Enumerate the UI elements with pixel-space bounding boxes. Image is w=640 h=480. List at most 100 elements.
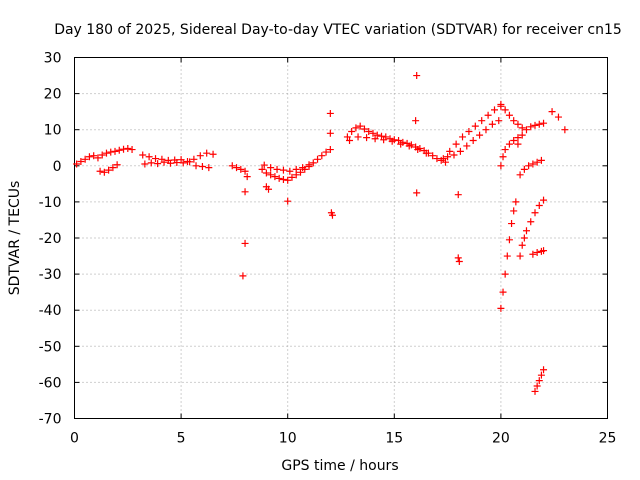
data-point — [128, 146, 136, 154]
data-point — [346, 137, 354, 145]
y-tick-label: -10 — [39, 195, 62, 211]
data-point — [499, 288, 507, 296]
data-point — [535, 202, 543, 210]
series-outliers-16h — [412, 72, 421, 197]
data-point — [533, 382, 541, 390]
data-point — [537, 371, 545, 379]
data-point — [354, 133, 362, 141]
data-point — [501, 146, 509, 154]
data-point — [471, 122, 479, 130]
series-outliers-18h — [454, 191, 463, 265]
data-point — [495, 117, 503, 125]
data-point — [510, 137, 518, 145]
y-tick-label: -40 — [39, 303, 62, 319]
data-point — [328, 211, 336, 219]
data-point — [505, 111, 513, 119]
series-around-8h — [228, 162, 251, 181]
series-dip-1 — [96, 161, 121, 176]
data-point — [463, 142, 471, 150]
data-point — [203, 149, 211, 157]
data-point — [267, 171, 275, 179]
data-point — [284, 197, 292, 205]
data-point — [518, 124, 526, 132]
data-point — [395, 137, 403, 145]
data-point — [373, 131, 381, 139]
data-point — [343, 133, 351, 141]
series-outliers-12h — [326, 109, 336, 219]
data-point — [508, 220, 516, 228]
data-point — [512, 198, 520, 206]
series-rise-21-23 — [514, 108, 569, 148]
y-tick-label: -50 — [39, 339, 62, 355]
series-low-22 — [529, 247, 548, 258]
data-point — [433, 155, 441, 163]
data-point — [141, 160, 149, 168]
data-point — [81, 155, 89, 163]
data-point — [326, 109, 334, 117]
series-deep-22 — [531, 366, 548, 395]
data-point — [309, 159, 317, 167]
data-point — [73, 160, 81, 168]
chart-title: Day 180 of 2025, Sidereal Day-to-day VTE… — [54, 22, 622, 38]
data-point — [124, 144, 132, 152]
data-point — [478, 117, 486, 125]
data-point — [465, 128, 473, 136]
data-point — [469, 137, 477, 145]
x-tick-label: 5 — [177, 431, 186, 447]
data-point — [497, 162, 505, 170]
x-tick-label: 15 — [385, 431, 403, 447]
data-point — [499, 153, 507, 161]
data-point — [173, 159, 181, 167]
data-points — [73, 72, 569, 395]
data-point — [380, 136, 388, 144]
data-point — [241, 188, 249, 196]
data-point — [305, 161, 313, 169]
data-point — [113, 161, 121, 169]
data-point — [518, 131, 526, 139]
data-point — [271, 173, 279, 181]
data-point — [139, 151, 147, 159]
series-trough-9-11 — [258, 146, 334, 184]
data-point — [456, 147, 464, 155]
data-point — [514, 120, 522, 128]
data-point — [198, 163, 206, 171]
series-trough-upper — [260, 161, 313, 175]
data-point — [233, 164, 241, 172]
data-point — [497, 304, 505, 312]
data-point — [527, 123, 535, 131]
data-point — [533, 158, 541, 166]
data-point — [482, 126, 490, 134]
data-point — [190, 155, 198, 163]
data-point — [115, 146, 123, 154]
data-point — [452, 140, 460, 148]
y-tick-label: 0 — [53, 159, 62, 175]
data-point — [510, 207, 518, 215]
data-point — [288, 173, 296, 181]
series-peak-13-16 — [343, 122, 449, 166]
data-point — [109, 164, 117, 172]
data-point — [441, 158, 449, 166]
data-point — [413, 72, 421, 80]
data-point — [90, 152, 98, 160]
data-point — [241, 167, 249, 175]
data-point — [412, 117, 420, 125]
data-point — [505, 236, 513, 244]
data-point — [209, 150, 217, 158]
data-point — [166, 159, 174, 167]
data-point — [326, 146, 334, 154]
data-point — [459, 133, 467, 141]
y-tick-label: 30 — [44, 51, 62, 67]
x-tick-label: 0 — [70, 431, 79, 447]
data-point — [520, 165, 528, 173]
data-point — [179, 159, 187, 167]
data-point — [267, 164, 275, 172]
series-fall-20-21 — [497, 100, 526, 132]
data-point — [326, 129, 334, 137]
data-point — [147, 159, 155, 167]
data-point — [365, 128, 373, 136]
data-point — [450, 151, 458, 159]
data-point — [279, 166, 287, 174]
data-point — [540, 119, 548, 127]
series-dive-20 — [497, 198, 520, 312]
